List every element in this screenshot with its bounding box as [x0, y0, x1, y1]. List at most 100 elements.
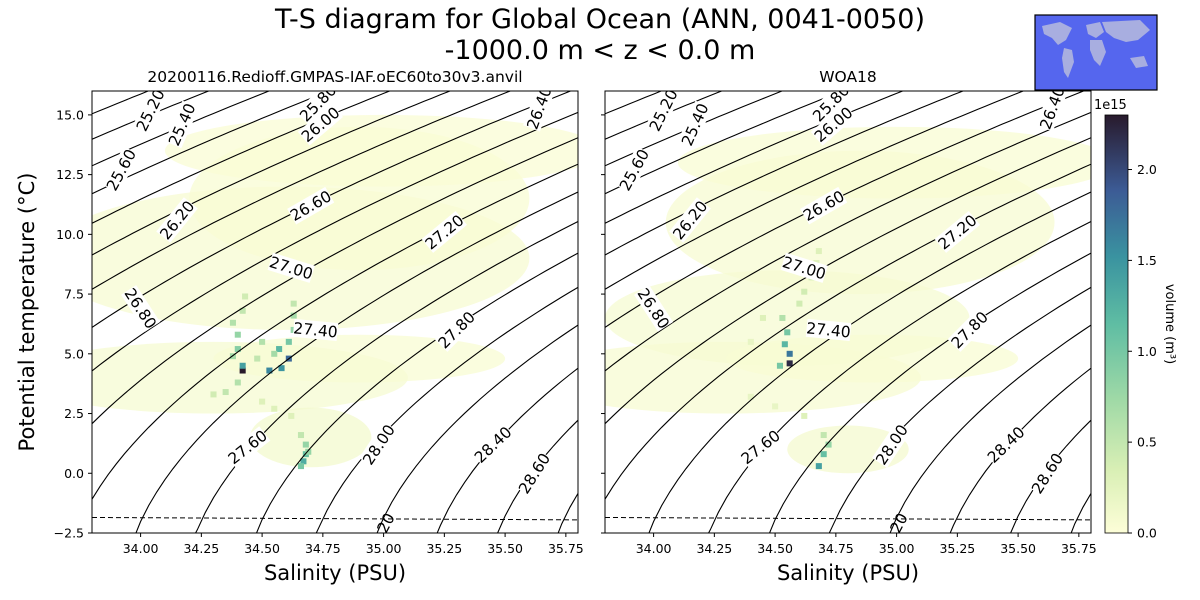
- x-tick-label: 35.00: [879, 541, 915, 556]
- volume-cell: [796, 300, 803, 307]
- volume-cell: [239, 362, 246, 369]
- contour-label-bg: [297, 103, 344, 146]
- density-contour: [605, 137, 1091, 425]
- x-axis-label: Salinity (PSU): [264, 561, 406, 585]
- colorbar: 0.0 0.5 1.0 1.5 2.0 1e15 volume (m³): [1094, 98, 1177, 541]
- volume-cell: [234, 379, 241, 386]
- contour-label: 25.20: [133, 86, 169, 134]
- figure-title-line-1: T-S diagram for Global Ocean (ANN, 0041-…: [274, 4, 925, 35]
- contour-label-bg: [267, 252, 315, 283]
- contour-label: 28.40: [471, 423, 516, 467]
- volume-cell: [259, 398, 266, 405]
- contour-label-bg: [810, 103, 857, 146]
- density-contour: [605, 91, 1025, 290]
- contour-label-bg: [132, 91, 169, 134]
- volume-cell: [239, 307, 246, 314]
- volume-cell: [801, 412, 808, 419]
- colorbar-tick-label: 1.5: [1137, 253, 1157, 268]
- haze-region: [164, 114, 578, 187]
- volume-cell: [290, 312, 297, 319]
- density-contour: [194, 221, 578, 533]
- y-tick-label: 10.0: [56, 227, 84, 242]
- axes-frame: [604, 90, 1092, 534]
- contour-label-bg: [224, 426, 271, 468]
- panel-title: WOA18: [819, 68, 877, 86]
- x-tick-label: 34.25: [696, 541, 732, 556]
- density-contour: [605, 163, 1091, 500]
- contour-label: 25.60: [103, 146, 140, 194]
- contour-label-bg: [615, 146, 653, 194]
- left-panel: 25.2025.4025.6025.8026.0026.2026.4026.60…: [15, 68, 584, 585]
- contour-label: 28.60: [1028, 450, 1067, 497]
- colorbar-label: volume (m³): [1162, 284, 1177, 364]
- contour-label-bg: [434, 307, 479, 352]
- volume-cell: [786, 360, 793, 367]
- contour-label: 25.40: [678, 101, 712, 149]
- y-tick-label: 2.5: [64, 406, 84, 421]
- volume-cell: [820, 432, 827, 439]
- contour-label-bg: [514, 449, 554, 497]
- volume-cell: [288, 412, 295, 419]
- contour-label-bg: [287, 186, 335, 225]
- volume-cell: [815, 248, 822, 255]
- contour-label-bg: [359, 421, 399, 468]
- contour-label-bg: [1036, 91, 1069, 132]
- volume-cell: [222, 389, 229, 396]
- colorbar-tick-label: 0.5: [1137, 435, 1157, 450]
- contour-label: 28.40: [984, 423, 1029, 467]
- y-axis-label: Potential temperature (°C): [15, 173, 39, 452]
- density-contour: [92, 91, 211, 140]
- density-contour: [92, 111, 578, 372]
- contour-label-bg: [947, 307, 992, 352]
- volume-cell: [278, 365, 285, 372]
- contour-label-bg: [645, 91, 682, 134]
- contour-label: 25.20: [646, 86, 682, 134]
- volume-cell: [234, 346, 241, 353]
- haze-region: [726, 334, 1019, 383]
- freezing-line-label: 20: [374, 510, 399, 536]
- contour-label-bg: [121, 285, 161, 332]
- contour-label: 27.40: [806, 319, 852, 341]
- contour-label-bg: [523, 91, 556, 132]
- freezing-line: [605, 516, 1091, 521]
- contour-label-bg: [737, 426, 784, 468]
- x-tick-label: 34.50: [244, 541, 280, 556]
- x-tick-label: 34.00: [636, 541, 672, 556]
- volume-cell: [234, 331, 241, 338]
- volume-cell: [302, 441, 309, 448]
- volume-cell: [290, 300, 297, 307]
- contour-label: 25.60: [616, 146, 653, 194]
- density-contour: [768, 252, 1091, 533]
- colorbar-tick-label: 2.0: [1137, 162, 1157, 177]
- contour-label-bg: [800, 186, 848, 225]
- x-tick-label: 35.25: [939, 541, 975, 556]
- y-tick-label: 12.5: [56, 167, 84, 182]
- x-tick-label: 35.25: [426, 541, 462, 556]
- contour-label-bg: [470, 422, 516, 467]
- volume-cell: [297, 463, 305, 470]
- contour-label-bg: [296, 91, 340, 125]
- y-tick-label: 7.5: [64, 287, 84, 302]
- contour-label: 27.60: [738, 427, 784, 469]
- x-tick-label: 35.50: [487, 541, 523, 556]
- volume-cell: [825, 441, 832, 448]
- volume-cell: [229, 319, 236, 326]
- contour-label-bg: [872, 421, 912, 468]
- density-contour: [605, 91, 724, 140]
- colorbar-tick-label: 0.0: [1137, 526, 1157, 541]
- density-contour: [92, 137, 578, 425]
- contour-label-bg: [421, 211, 468, 253]
- x-tick-label: 34.50: [757, 541, 793, 556]
- contour-label-bg: [292, 318, 339, 342]
- volume-cell: [815, 463, 822, 470]
- density-contour: [889, 324, 1091, 533]
- contour-label-bg: [164, 100, 199, 149]
- colorbar-exponent: 1e15: [1094, 98, 1127, 113]
- x-tick-label: 35.50: [1000, 541, 1036, 556]
- density-contour: [828, 286, 1091, 533]
- y-tick-label: 0.0: [64, 466, 84, 481]
- volume-cell: [242, 293, 249, 300]
- density-contour: [376, 324, 578, 533]
- world-map-inset-icon: [1034, 14, 1158, 91]
